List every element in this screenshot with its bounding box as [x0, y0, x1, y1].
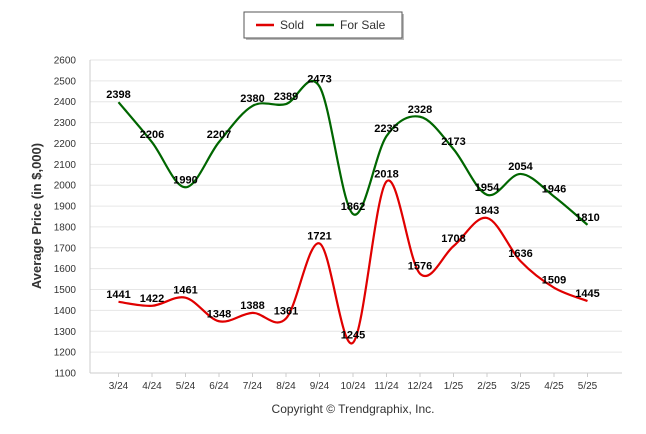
x-tick-label-3-24: 3/24 — [109, 381, 129, 392]
data-label-for-sale-5-25: 1810 — [575, 212, 599, 224]
data-label-for-sale-5-24: 1990 — [173, 174, 197, 186]
data-label-for-sale-10-24: 1862 — [341, 201, 365, 213]
y-tick-label-2100: 2100 — [54, 160, 77, 171]
y-tick-label-2500: 2500 — [54, 76, 77, 87]
x-tick-label-3-25: 3/25 — [511, 381, 531, 392]
data-label-for-sale-1-25: 2173 — [441, 136, 465, 148]
y-tick-label-1700: 1700 — [54, 243, 77, 254]
x-tick-label-10-24: 10/24 — [340, 381, 365, 392]
data-label-for-sale-2-25: 1954 — [475, 182, 500, 194]
data-label-for-sale-9-24: 2473 — [307, 74, 331, 86]
y-axis-label: Average Price (in $,000) — [29, 143, 44, 289]
data-label-for-sale-6-24: 2207 — [207, 129, 231, 141]
data-label-sold-12-24: 1576 — [408, 261, 432, 273]
data-label-sold-4-24: 1422 — [140, 293, 164, 305]
series-line-sold — [118, 179, 588, 345]
data-label-for-sale-8-24: 2389 — [274, 91, 298, 103]
x-tick-label-8-24: 8/24 — [276, 381, 296, 392]
data-label-for-sale-11-24: 2235 — [374, 123, 398, 135]
y-tick-label-1100: 1100 — [54, 369, 76, 380]
legend-label-for-sale: For Sale — [340, 18, 386, 32]
y-tick-label-1600: 1600 — [54, 264, 77, 275]
grid — [90, 59, 622, 374]
x-tick-label-4-25: 4/25 — [544, 381, 564, 392]
data-label-for-sale-4-24: 2206 — [140, 129, 164, 141]
y-tick-label-2200: 2200 — [54, 139, 77, 150]
data-label-for-sale-3-24: 2398 — [106, 89, 130, 101]
data-label-sold-5-24: 1461 — [173, 285, 197, 297]
data-label-sold-8-24: 1361 — [274, 306, 298, 318]
data-label-sold-10-24: 1245 — [341, 330, 365, 342]
y-tick-label-1500: 1500 — [54, 285, 77, 296]
y-tick-label-1300: 1300 — [54, 327, 77, 338]
y-tick-label-2600: 2600 — [54, 56, 77, 67]
data-label-sold-11-24: 2018 — [374, 168, 398, 180]
series-line-for-sale — [117, 79, 589, 226]
data-label-sold-9-24: 1721 — [307, 230, 331, 242]
data-label-sold-4-25: 1509 — [542, 275, 566, 287]
y-tick-label-2300: 2300 — [54, 118, 77, 129]
data-labels: 1441 1422 1461 1348 1388 1361 1721 1245 2018 1576… — [106, 74, 599, 342]
x-tick-label-6-24: 6/24 — [209, 381, 229, 392]
data-label-for-sale-4-25: 1946 — [542, 183, 566, 195]
data-label-sold-1-25: 1708 — [441, 233, 465, 245]
data-label-sold-5-25: 1445 — [575, 288, 599, 300]
x-tick-label-11-24: 11/24 — [374, 381, 399, 392]
x-tick-label-2-25: 2/25 — [477, 381, 497, 392]
x-tick-label-5-25: 5/25 — [578, 381, 598, 392]
legend: Sold For Sale — [243, 11, 404, 40]
y-tick-label-1800: 1800 — [54, 222, 77, 233]
data-label-sold-3-25: 1636 — [508, 248, 532, 260]
y-tick-label-2000: 2000 — [54, 181, 77, 192]
x-tick-label-4-24: 4/24 — [142, 381, 162, 392]
x-tick-label-12-24: 12/24 — [407, 381, 432, 392]
x-tick-label-9-24: 9/24 — [310, 381, 330, 392]
data-label-sold-3-24: 1441 — [106, 289, 130, 301]
series-group — [117, 79, 589, 345]
y-tick-label-1200: 1200 — [54, 348, 77, 359]
y-tick-label-1900: 1900 — [54, 202, 77, 213]
legend-label-sold: Sold — [280, 18, 304, 32]
x-tick-label-1-25: 1/25 — [444, 381, 464, 392]
data-label-sold-7-24: 1388 — [240, 300, 264, 312]
data-label-sold-2-25: 1843 — [475, 205, 499, 217]
data-label-sold-6-24: 1348 — [207, 308, 231, 320]
x-tick-label-7-24: 7/24 — [243, 381, 263, 392]
data-label-for-sale-7-24: 2380 — [240, 93, 264, 105]
copyright-credit: Copyright © Trendgraphix, Inc. — [272, 402, 435, 416]
x-axis: 3/24 4/24 5/24 6/24 7/24 8/24 9/24 10/24 11/24 12… — [90, 372, 622, 392]
y-tick-label-2400: 2400 — [54, 97, 77, 108]
y-tick-label-1400: 1400 — [54, 306, 77, 317]
data-label-for-sale-3-25: 2054 — [508, 161, 533, 173]
x-tick-label-5-24: 5/24 — [176, 381, 196, 392]
data-label-for-sale-12-24: 2328 — [408, 104, 432, 116]
y-axis: 1100 1200 1300 1400 1500 1600 1700 1800 1900 2000… — [54, 56, 91, 380]
